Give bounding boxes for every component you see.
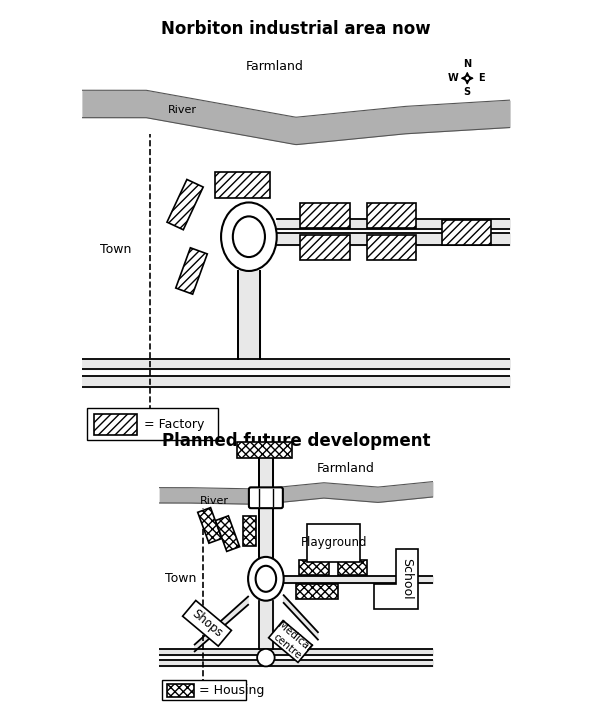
Ellipse shape xyxy=(256,566,276,592)
Text: School: School xyxy=(400,558,413,600)
Polygon shape xyxy=(167,180,203,230)
Polygon shape xyxy=(366,235,416,260)
Polygon shape xyxy=(300,235,349,260)
Polygon shape xyxy=(300,204,349,228)
Polygon shape xyxy=(269,621,313,663)
Polygon shape xyxy=(198,508,222,543)
Ellipse shape xyxy=(233,216,265,257)
Polygon shape xyxy=(237,442,292,458)
Text: Playground: Playground xyxy=(301,536,367,549)
Ellipse shape xyxy=(248,557,284,601)
Ellipse shape xyxy=(221,202,276,271)
Text: = Housing: = Housing xyxy=(199,684,264,697)
Text: S: S xyxy=(464,87,471,97)
Polygon shape xyxy=(284,595,318,640)
Text: River: River xyxy=(200,496,229,505)
Polygon shape xyxy=(374,549,418,609)
Polygon shape xyxy=(243,516,256,546)
Text: Medical
centre: Medical centre xyxy=(268,621,313,663)
FancyBboxPatch shape xyxy=(249,487,283,508)
Text: Planned future development: Planned future development xyxy=(162,432,430,450)
Polygon shape xyxy=(195,597,248,651)
Polygon shape xyxy=(307,524,361,562)
Text: = Factory: = Factory xyxy=(144,418,204,431)
Polygon shape xyxy=(296,584,339,600)
Polygon shape xyxy=(339,559,367,575)
Text: River: River xyxy=(168,105,197,115)
Text: N: N xyxy=(463,60,471,69)
Polygon shape xyxy=(167,684,194,697)
Polygon shape xyxy=(182,600,231,646)
Circle shape xyxy=(257,649,275,666)
FancyBboxPatch shape xyxy=(86,409,218,439)
Text: Town: Town xyxy=(101,243,132,256)
Text: Farmland: Farmland xyxy=(246,60,304,73)
Text: W: W xyxy=(448,73,459,84)
Text: Town: Town xyxy=(165,572,197,585)
Polygon shape xyxy=(215,516,240,551)
Polygon shape xyxy=(215,173,271,198)
Polygon shape xyxy=(176,248,207,294)
Polygon shape xyxy=(442,220,491,245)
Text: Shops: Shops xyxy=(189,607,225,640)
Text: Farmland: Farmland xyxy=(316,462,374,475)
Polygon shape xyxy=(94,414,137,435)
Text: E: E xyxy=(478,73,484,84)
Polygon shape xyxy=(299,559,329,575)
Text: Norbiton industrial area now: Norbiton industrial area now xyxy=(161,20,431,39)
Polygon shape xyxy=(366,204,416,228)
FancyBboxPatch shape xyxy=(162,680,246,701)
